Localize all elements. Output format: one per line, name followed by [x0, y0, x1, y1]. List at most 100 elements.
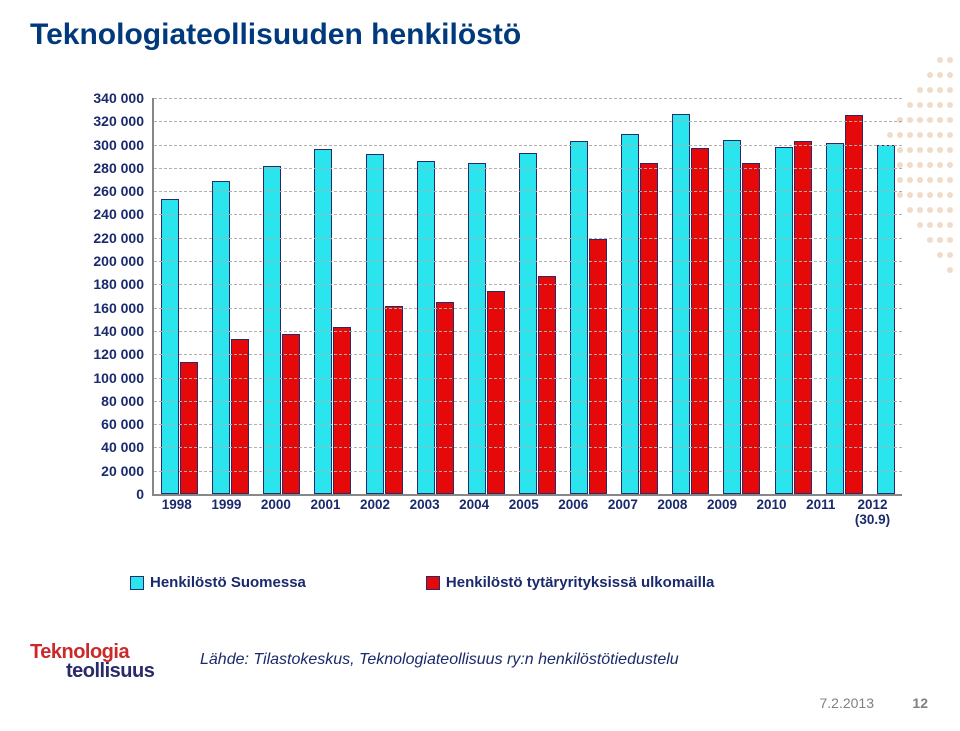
bar-group — [417, 161, 454, 494]
gridline — [154, 471, 902, 472]
bar-group — [314, 149, 351, 494]
x-tick-label: 2005 — [509, 498, 539, 528]
bar-group — [877, 145, 895, 494]
y-tick-label: 300 000 — [80, 137, 144, 153]
plot-area — [152, 98, 902, 496]
x-tick-label: 2010 — [757, 498, 787, 528]
y-tick-label: 140 000 — [80, 323, 144, 339]
gridline — [154, 401, 902, 402]
bar-ulkomailla — [640, 163, 658, 494]
bar-suomessa — [366, 154, 384, 494]
bar-ulkomailla — [794, 141, 812, 494]
gridline — [154, 145, 902, 146]
x-tick-label: 2006 — [558, 498, 588, 528]
gridline — [154, 214, 902, 215]
bar-ulkomailla — [538, 276, 556, 494]
bar-group — [621, 134, 658, 494]
bar-suomessa — [723, 140, 741, 494]
x-tick-label: 2004 — [459, 498, 489, 528]
bar-group — [468, 163, 505, 494]
gridline — [154, 424, 902, 425]
x-tick-label: 1998 — [162, 498, 192, 528]
y-tick-label: 180 000 — [80, 276, 144, 292]
legend-label: Henkilöstö tytäryrityksissä ulkomailla — [446, 574, 714, 591]
bar-ulkomailla — [845, 115, 863, 494]
x-tick-label: 2009 — [707, 498, 737, 528]
gridline — [154, 354, 902, 355]
y-tick-label: 120 000 — [80, 346, 144, 362]
bar-ulkomailla — [589, 239, 607, 494]
y-tick-label: 100 000 — [80, 370, 144, 386]
bar-group — [161, 199, 198, 494]
bar-suomessa — [314, 149, 332, 494]
y-tick-label: 320 000 — [80, 113, 144, 129]
x-tick-label: 2012 (30.9) — [855, 498, 890, 528]
gridline — [154, 331, 902, 332]
x-tick-label: 2000 — [261, 498, 291, 528]
slide-title: Teknologiateollisuuden henkilöstö — [30, 18, 930, 52]
gridline — [154, 98, 902, 99]
bar-chart: 0 20 000 40 000 60 000 80 000 100 000 120 000 1… — [80, 92, 910, 542]
bar-suomessa — [775, 147, 793, 494]
x-tick-label: 2002 — [360, 498, 390, 528]
x-tick-label: 2011 — [806, 498, 835, 528]
bar-suomessa — [826, 143, 844, 494]
bar-ulkomailla — [487, 291, 505, 494]
legend-label: Henkilöstö Suomessa — [150, 574, 306, 591]
x-tick-label: 2007 — [608, 498, 638, 528]
x-tick-label: 1999 — [211, 498, 241, 528]
gridline — [154, 238, 902, 239]
x-tick-label: 2003 — [410, 498, 440, 528]
bar-suomessa — [877, 145, 895, 494]
bar-suomessa — [468, 163, 486, 494]
bar-ulkomailla — [691, 148, 709, 494]
legend-item-ulkomailla: Henkilöstö tytäryrityksissä ulkomailla — [426, 574, 714, 591]
bar-suomessa — [519, 153, 537, 494]
legend-swatch — [130, 576, 144, 590]
gridline — [154, 191, 902, 192]
y-tick-label: 260 000 — [80, 183, 144, 199]
bar-group — [519, 153, 556, 494]
bar-suomessa — [417, 161, 435, 494]
gridline — [154, 121, 902, 122]
bars-container — [154, 98, 902, 494]
legend: Henkilöstö Suomessa Henkilöstö tytäryrit… — [130, 574, 714, 591]
y-tick-label: 220 000 — [80, 230, 144, 246]
bar-group — [672, 114, 709, 494]
bar-suomessa — [161, 199, 179, 494]
x-tick-label: 2008 — [657, 498, 687, 528]
x-axis: 1998 1999 2000 2001 2002 2003 2004 2005 2006 2007… — [152, 498, 900, 528]
y-tick-label: 60 000 — [80, 416, 144, 432]
gridline — [154, 168, 902, 169]
bar-suomessa — [672, 114, 690, 494]
logo-bottom: teollisuus — [30, 662, 154, 681]
y-tick-label: 200 000 — [80, 253, 144, 269]
y-tick-label: 160 000 — [80, 300, 144, 316]
bar-suomessa — [570, 141, 588, 494]
source-text: Lähde: Tilastokeskus, Teknologiateollisu… — [200, 651, 679, 669]
y-tick-label: 240 000 — [80, 206, 144, 222]
y-tick-label: 0 — [80, 486, 144, 502]
footer-date: 7.2.2013 — [820, 695, 875, 711]
y-tick-label: 80 000 — [80, 393, 144, 409]
bar-group — [570, 141, 607, 494]
gridline — [154, 261, 902, 262]
y-axis: 020 00040 00060 00080 000100 000120 0001… — [80, 98, 148, 494]
gridline — [154, 284, 902, 285]
bar-ulkomailla — [333, 327, 351, 494]
bar-group — [366, 154, 403, 494]
bar-ulkomailla — [180, 362, 198, 494]
gridline — [154, 378, 902, 379]
y-tick-label: 340 000 — [80, 90, 144, 106]
y-tick-label: 20 000 — [80, 463, 144, 479]
bar-group — [723, 140, 760, 494]
bar-group — [826, 115, 863, 494]
teknologia-logo: Teknologia teollisuus — [30, 643, 154, 681]
gridline — [154, 308, 902, 309]
x-tick-label: 2001 — [310, 498, 340, 528]
y-tick-label: 40 000 — [80, 439, 144, 455]
gridline — [154, 447, 902, 448]
y-tick-label: 280 000 — [80, 160, 144, 176]
bar-group — [775, 141, 812, 494]
legend-swatch — [426, 576, 440, 590]
